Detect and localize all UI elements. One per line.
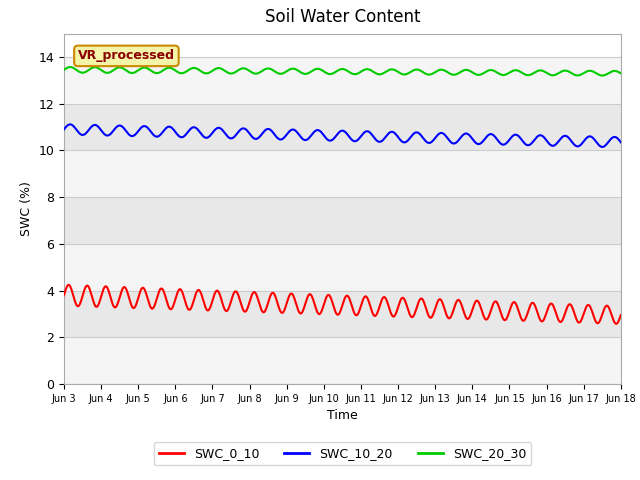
SWC_10_20 — [89, 123, 97, 129]
SWC_0_10 — [316, 311, 324, 316]
Text: VR_processed: VR_processed — [78, 49, 175, 62]
Legend: SWC_0_10, SWC_10_20, SWC_20_30: SWC_0_10, SWC_10_20, SWC_20_30 — [154, 443, 531, 465]
SWC_10_20 — [601, 143, 609, 149]
SWC_20_30 — [617, 71, 625, 76]
SWC_20_30 — [316, 67, 324, 72]
Bar — [64, 104, 621, 150]
SWC_0_10 — [601, 305, 609, 311]
SWC_10_20 — [617, 139, 625, 145]
SWC_20_30 — [331, 70, 339, 75]
SWC_20_30 — [89, 65, 97, 71]
SWC_20_30 — [601, 72, 609, 78]
SWC_0_10 — [499, 315, 506, 321]
Line: SWC_20_30: SWC_20_30 — [64, 67, 621, 75]
SWC_20_30 — [67, 64, 74, 70]
Y-axis label: SWC (%): SWC (%) — [20, 181, 33, 236]
Bar — [64, 337, 621, 384]
SWC_10_20 — [67, 121, 74, 127]
SWC_0_10 — [89, 296, 97, 302]
SWC_10_20 — [602, 143, 609, 148]
SWC_10_20 — [316, 128, 324, 134]
Bar — [64, 290, 621, 337]
SWC_0_10 — [65, 282, 72, 288]
X-axis label: Time: Time — [327, 409, 358, 422]
SWC_0_10 — [331, 308, 339, 313]
SWC_20_30 — [602, 72, 609, 78]
SWC_0_10 — [601, 305, 609, 311]
Bar — [64, 244, 621, 290]
SWC_10_20 — [499, 142, 506, 147]
Bar — [64, 197, 621, 244]
SWC_0_10 — [60, 292, 68, 298]
SWC_10_20 — [598, 144, 606, 150]
Line: SWC_10_20: SWC_10_20 — [64, 124, 621, 147]
SWC_20_30 — [598, 72, 606, 78]
Bar — [64, 57, 621, 104]
SWC_0_10 — [612, 321, 620, 327]
Title: Soil Water Content: Soil Water Content — [265, 9, 420, 26]
SWC_10_20 — [60, 127, 68, 132]
SWC_20_30 — [60, 67, 68, 72]
SWC_10_20 — [331, 134, 339, 140]
SWC_0_10 — [617, 312, 625, 318]
Line: SWC_0_10: SWC_0_10 — [64, 285, 621, 324]
SWC_20_30 — [499, 72, 506, 78]
Bar — [64, 150, 621, 197]
